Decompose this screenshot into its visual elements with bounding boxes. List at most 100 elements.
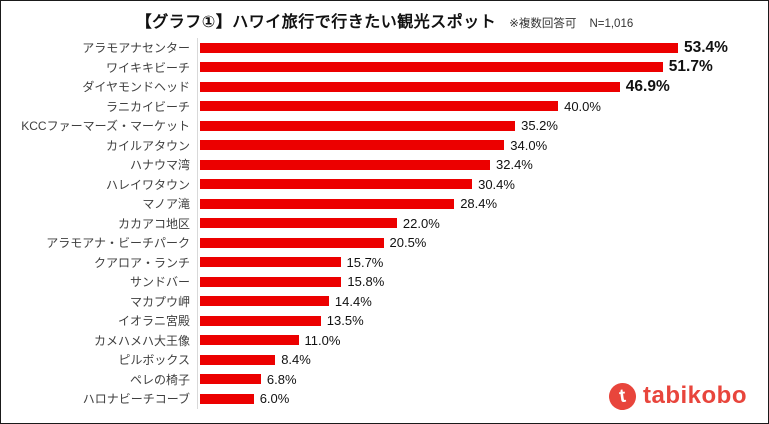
category-label: サンドバー	[129, 275, 190, 290]
bar-track: 6.0%	[197, 389, 762, 409]
category-label: マカプウ岬	[129, 294, 190, 309]
bar	[200, 257, 341, 268]
bar-track: 46.9%	[197, 77, 762, 97]
value-label: 6.8%	[266, 371, 297, 387]
value-label: 6.0%	[259, 391, 290, 407]
category-label: ハナウマ湾	[129, 158, 190, 173]
category-label: カメハメハ大王像	[93, 333, 190, 348]
bar-track: 14.4%	[197, 291, 762, 311]
bar	[200, 62, 663, 73]
chart-row: カメハメハ大王像 11.0%	[7, 330, 762, 350]
bar	[200, 81, 620, 92]
bar	[200, 296, 329, 307]
bar-track: 35.2%	[197, 116, 762, 136]
value-label: 15.7%	[346, 254, 384, 270]
bar	[200, 120, 516, 131]
bar	[200, 179, 473, 190]
chart-row: ハレイワタウン 30.4%	[7, 174, 762, 194]
chart-row: ダイヤモンドヘッド 46.9%	[7, 77, 762, 97]
bar-chart: アラモアナセンター 53.4% ワイキキビーチ 51.7% ダイヤモンドヘッド 46.9%…	[7, 38, 762, 409]
tabikobo-logo: t tabikobo	[607, 380, 747, 412]
chart-row: イオラニ宮殿 13.5%	[7, 311, 762, 331]
value-label: 22.0%	[402, 215, 440, 231]
chart-row: クアロア・ランチ 15.7%	[7, 252, 762, 272]
bar-track: 51.7%	[197, 57, 762, 77]
value-label: 51.7%	[668, 58, 713, 76]
multiple-answers-note: ※複数回答可	[509, 18, 577, 30]
bar	[200, 140, 505, 151]
chart-row: アラモアナセンター 53.4%	[7, 38, 762, 58]
bar-track: 15.7%	[197, 252, 762, 272]
value-label: 35.2%	[521, 118, 558, 134]
category-label: KCCファーマーズ・マーケット	[21, 119, 190, 134]
category-label: カカアコ地区	[117, 216, 190, 231]
category-label: ハレイワタウン	[105, 177, 190, 192]
value-label: 13.5%	[326, 313, 364, 329]
category-label: アラモアナ・ビーチパーク	[46, 236, 190, 251]
category-label: カイルアタウン	[105, 138, 190, 153]
bar-track: 30.4%	[197, 174, 762, 194]
bar-track: 15.8%	[197, 272, 762, 292]
value-label: 8.4%	[281, 352, 311, 368]
bar-track: 11.0%	[197, 330, 762, 350]
chart-row: ラニカイビーチ 40.0%	[7, 96, 762, 116]
bar-track: 20.5%	[197, 233, 762, 253]
chart-row: ハロナビーチコーブ 6.0%	[7, 389, 762, 409]
bar-track: 34.0%	[197, 135, 762, 155]
bar	[200, 374, 261, 385]
sample-size: N=1,016	[589, 18, 634, 30]
bar-track: 40.0%	[197, 96, 762, 116]
bar	[200, 393, 254, 404]
category-label: ペレの椅子	[129, 372, 190, 387]
bar	[200, 237, 384, 248]
category-label: ワイキキビーチ	[105, 60, 190, 75]
bar	[200, 42, 678, 53]
value-label: 46.9%	[625, 77, 670, 95]
value-label: 11.0%	[304, 332, 341, 348]
chart-row: KCCファーマーズ・マーケット 35.2%	[7, 116, 762, 136]
bar	[200, 354, 276, 365]
value-label: 32.4%	[496, 157, 533, 173]
category-label: ダイヤモンドヘッド	[82, 80, 190, 95]
chart-row: カイルアタウン 34.0%	[7, 135, 762, 155]
category-label: イオラニ宮殿	[117, 314, 190, 329]
bar	[200, 335, 299, 346]
bar-track: 32.4%	[197, 155, 762, 175]
chart-row: サンドバー 15.8%	[7, 272, 762, 292]
bar	[200, 315, 321, 326]
bar-track: 28.4%	[197, 194, 762, 214]
chart-row: ハナウマ湾 32.4%	[7, 155, 762, 175]
tabikobo-logo-icon: t	[607, 380, 638, 412]
category-label: ラニカイビーチ	[105, 99, 190, 114]
chart-header: 【グラフ①】ハワイ旅行で行きたい観光スポット ※複数回答可 N=1,016	[1, 8, 768, 32]
category-label: クアロア・ランチ	[93, 255, 190, 270]
category-label: ピルボックス	[118, 353, 190, 368]
bar	[200, 198, 455, 209]
value-label: 15.8%	[347, 274, 385, 290]
value-label: 34.0%	[510, 137, 548, 153]
chart-row: マノア滝 28.4%	[7, 194, 762, 214]
category-label: ハロナビーチコーブ	[82, 392, 190, 407]
category-label: アラモアナセンター	[82, 41, 190, 56]
value-label: 28.4%	[460, 196, 498, 212]
bar	[200, 159, 490, 170]
chart-row: ピルボックス 8.4%	[7, 350, 762, 370]
value-label: 14.4%	[334, 293, 372, 309]
value-label: 53.4%	[684, 38, 728, 56]
chart-row: カカアコ地区 22.0%	[7, 213, 762, 233]
value-label: 40.0%	[564, 98, 601, 114]
value-label: 20.5%	[389, 235, 427, 251]
chart-title: 【グラフ①】ハワイ旅行で行きたい観光スポット	[135, 14, 497, 31]
bar	[200, 218, 397, 229]
bar	[200, 101, 559, 112]
bar-track: 22.0%	[197, 213, 762, 233]
chart-row: ペレの椅子 6.8%	[7, 369, 762, 389]
bar-track: 53.4%	[197, 38, 762, 58]
chart-row: ワイキキビーチ 51.7%	[7, 57, 762, 77]
value-label: 30.4%	[478, 176, 515, 192]
bar-track: 13.5%	[197, 311, 762, 331]
bar-track: 6.8%	[197, 369, 762, 389]
category-label: マノア滝	[142, 197, 190, 212]
bar	[200, 276, 342, 287]
